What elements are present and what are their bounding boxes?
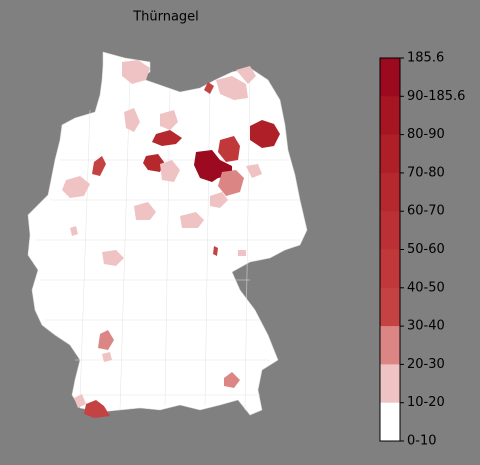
district <box>102 250 124 266</box>
legend-swatch <box>380 402 400 442</box>
district <box>92 156 106 176</box>
district <box>74 394 86 408</box>
legend-swatch <box>380 134 400 174</box>
legend-label: 10-20 <box>407 395 445 410</box>
district <box>160 110 178 130</box>
legend: 185.6 90-185.6 80-90 70-80 60-70 50-60 40-50 30… <box>379 51 465 449</box>
legend-swatch <box>380 96 400 135</box>
legend-swatch <box>380 249 400 289</box>
district <box>102 352 112 362</box>
highlighted-districts <box>62 60 280 418</box>
district <box>160 160 180 182</box>
district <box>70 226 78 236</box>
legend-label: 60-70 <box>407 204 445 219</box>
legend-label: 185.6 <box>407 51 444 66</box>
legend-swatch <box>380 172 400 212</box>
legend-swatch <box>380 287 400 327</box>
district <box>236 66 256 84</box>
district <box>218 170 244 196</box>
district <box>134 202 156 220</box>
map-title: Thürnagel <box>132 10 199 25</box>
district-borders <box>35 69 300 411</box>
legend-swatch <box>380 364 400 403</box>
legend-label: 90-185.6 <box>407 89 465 104</box>
district <box>238 250 246 256</box>
district <box>204 82 214 94</box>
district <box>143 154 164 172</box>
legend-swatch <box>380 326 400 365</box>
legend-label: 70-80 <box>407 165 445 180</box>
legend-label: 80-90 <box>407 127 445 142</box>
district <box>218 136 240 162</box>
district <box>124 108 140 132</box>
legend-label: 30-40 <box>407 319 445 334</box>
district <box>180 212 204 228</box>
district <box>213 246 218 256</box>
district <box>152 130 182 146</box>
district <box>216 76 248 100</box>
legend-label: 20-30 <box>407 357 445 372</box>
district <box>62 176 90 198</box>
district <box>84 400 110 418</box>
legend-swatch <box>380 58 400 97</box>
district <box>224 372 240 388</box>
legend-swatch <box>380 211 400 250</box>
legend-label: 40-50 <box>407 280 445 295</box>
district <box>98 330 114 350</box>
legend-label: 0-10 <box>407 434 437 449</box>
district <box>122 60 150 84</box>
district <box>246 164 262 178</box>
germany-map <box>27 51 308 418</box>
legend-label: 50-60 <box>407 242 445 257</box>
district <box>210 192 228 208</box>
district <box>250 120 280 148</box>
